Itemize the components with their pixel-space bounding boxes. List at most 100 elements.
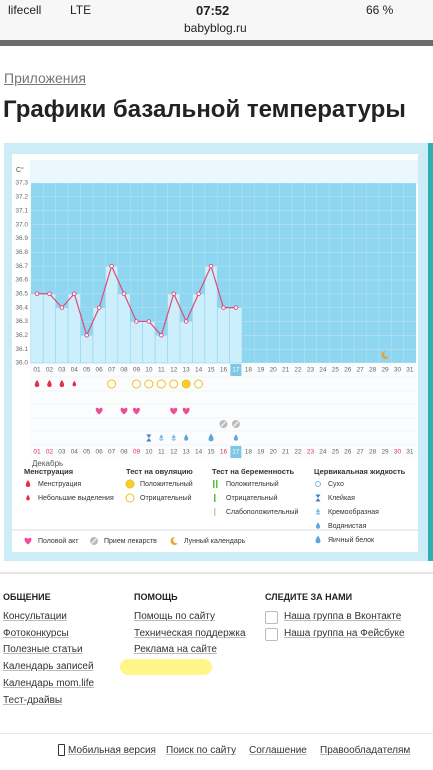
x-tick-label: 24 [319,367,327,374]
legend-item: Половой акт [38,537,79,545]
footer-link[interactable]: Календарь mom.life [3,677,95,689]
drop-icon [208,433,214,442]
bottom-link[interactable]: Мобильная версия [68,745,156,756]
point [196,291,201,297]
legend-item: Слабоположительный [226,508,298,516]
x-tick-label: 19 [257,367,265,374]
x-tick-label: 27 [357,449,365,456]
breadcrumb[interactable]: Приложения [4,70,86,86]
x-tick-label: 30 [394,367,402,374]
circle-icon [125,493,135,503]
header-bar [0,40,433,46]
bar [129,321,143,364]
x-tick-label: 06 [96,449,104,456]
x-tick-label: 26 [344,367,352,374]
footer-link[interactable]: Помощь по сайту [134,611,215,622]
x-tick-label: 23 [307,367,315,374]
drop-icon [315,535,321,544]
moon-icon [381,350,390,359]
circle-icon [107,379,117,389]
bar [55,307,69,364]
footer-link[interactable]: Фотоконкурсы [3,627,69,639]
x-tick-label: 12 [170,449,178,456]
circle-icon [194,379,204,389]
y-tick-label: 36.0 [15,360,28,367]
test-icon [214,508,216,516]
social-icon[interactable] [265,627,278,641]
today-box [230,446,242,458]
circle-icon [144,379,154,389]
x-tick-label: 01 [33,449,41,456]
x-tick-label: 08 [120,367,128,374]
y-unit: C° [16,166,24,174]
legend-item: Положительный [226,480,279,488]
bar [30,293,44,364]
bottom-link[interactable]: Поиск по сайту [166,745,237,756]
point [109,263,114,269]
x-tick-label: 31 [406,367,414,374]
heart-icon [95,407,103,415]
bottom-divider [0,733,433,734]
chart: C° Декабрь 36.0 36.1 36.2 36.3 36.4 36.5 36.6 3… [12,154,418,552]
legend-item: Водянистая [328,523,367,530]
y-tick-label: 36.8 [15,249,28,256]
x-tick-label: 28 [369,449,377,456]
drop-icon [72,380,77,387]
footer-link[interactable]: Наша группа в Вконтакте [284,611,402,622]
bottom-link[interactable]: Соглашение [249,745,307,756]
heart-icon [170,407,178,415]
footer-link[interactable]: Календарь записей [3,661,94,673]
y-tick-label: 36.5 [15,290,28,297]
time: 07:52 [196,3,230,18]
point [96,305,102,310]
x-tick-label: 04 [71,449,79,456]
circle-icon [156,379,166,389]
x-tick-label: 15 [207,367,215,374]
footer-link[interactable]: Тест-драйвы [3,694,63,706]
x-tick-label: 10 [145,367,153,374]
social-icon[interactable] [265,611,278,624]
phone-icon [58,744,65,756]
x-tick-label: 25 [332,367,340,374]
legend-item: Клейкая [328,494,355,502]
x-tick-label: 11 [158,449,165,456]
drop-icon [47,380,52,387]
x-tick-label: 09 [133,367,141,374]
x-tick-label: 22 [294,449,302,456]
x-tick-label: 17 [232,449,240,456]
cream-icon [171,437,177,440]
heart-icon [120,407,128,415]
footer-link[interactable]: Наша группа на Фейсбуке [284,627,405,639]
bar [142,321,156,364]
x-tick-label: 20 [270,449,278,456]
url[interactable]: babyblog.ru [184,21,247,35]
legend-heading: Тест на беременность [212,467,295,476]
footer-link[interactable]: Реклама на сайте [134,644,217,656]
month: Декабрь [32,459,63,468]
y-tick-label: 36.1 [15,346,28,353]
bottom-link[interactable]: Правообладателям [320,745,411,756]
pill-icon [91,538,97,544]
x-tick-label: 07 [108,449,116,456]
x-tick-label: 07 [108,367,116,374]
x-tick-label: 02 [46,449,54,456]
y-tick-label: 36.7 [15,263,28,270]
footer-link[interactable]: Техническая поддержка [134,627,246,639]
bar [67,293,81,364]
circle-icon [131,379,141,389]
y-tick-label: 37.2 [15,194,28,201]
x-tick-label: 06 [96,367,104,374]
separator [0,572,433,574]
footer-link[interactable]: Консультации [3,611,67,622]
x-tick-label: 21 [282,449,290,456]
drop-icon [184,434,189,441]
legend-item: Кремообразная [328,508,379,516]
x-tick-label: 05 [83,367,91,374]
footer-heading: ПОМОЩЬ [134,592,178,602]
heart-icon [132,407,140,415]
x-tick-label: 02 [46,367,54,374]
point [134,319,139,324]
footer-link[interactable]: Полезные статьи [3,644,83,656]
test-icon [213,480,215,488]
